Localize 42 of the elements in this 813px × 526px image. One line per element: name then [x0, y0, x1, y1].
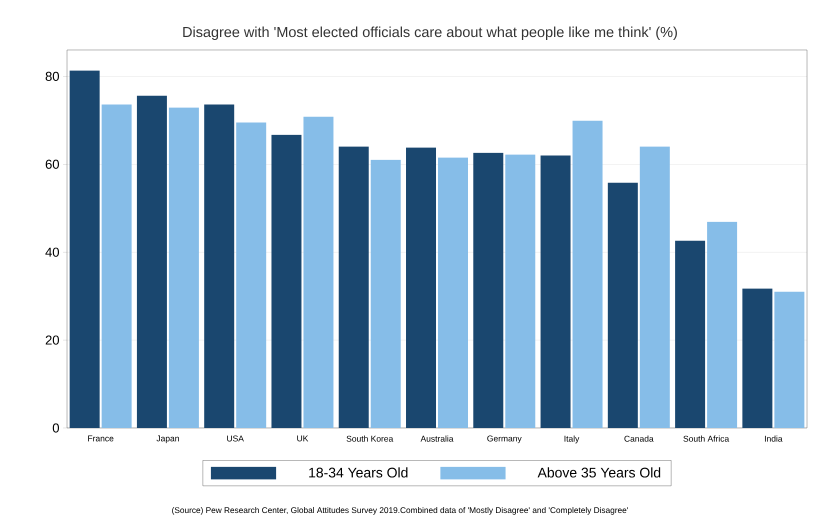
- bar: [505, 154, 536, 428]
- x-tick-label: Australia: [420, 436, 454, 442]
- bar: [406, 148, 436, 428]
- bar: [438, 158, 468, 428]
- bar: [236, 122, 266, 428]
- bar: [102, 104, 132, 428]
- x-tick-label: South Korea: [346, 436, 394, 442]
- bar: [742, 288, 772, 428]
- bar: [303, 116, 334, 428]
- bar: [370, 160, 401, 428]
- y-tick-label: 20: [46, 335, 59, 345]
- bar: [136, 96, 167, 428]
- bar: [608, 182, 638, 428]
- bar: [271, 134, 302, 428]
- legend-label: Above 35 Years Old: [538, 467, 660, 478]
- bar: [572, 120, 603, 428]
- bar: [70, 70, 100, 428]
- text: (Source) Pew Research Center, Global Attitudes Survey 2019.Combined data of 'Mostly Disagree' and 'Completely Disagree': [172, 507, 628, 515]
- x-tick-label: Germany: [487, 436, 522, 444]
- bar: [168, 108, 199, 428]
- y-tick-label: 0: [52, 423, 59, 433]
- y-tick-label: 80: [46, 72, 59, 81]
- x-tick-label: South Africa: [683, 436, 730, 442]
- bar: [473, 152, 504, 428]
- y-tick-label: 60: [46, 160, 59, 169]
- x-tick-label: Japan: [156, 436, 179, 444]
- bar: [707, 222, 738, 428]
- legend-label: 18-34 Years Old: [309, 467, 408, 478]
- bar: [640, 146, 670, 428]
- y-tick-label: 40: [45, 248, 59, 257]
- bar: [675, 240, 706, 428]
- chart-title: Disagree with 'Most elected officials care about what people like me think' (%): [183, 26, 677, 40]
- x-tick-label: USA: [227, 436, 244, 442]
- bar: [338, 146, 369, 428]
- x-tick-label: Italy: [564, 436, 580, 444]
- bar: [204, 104, 234, 428]
- bar: [774, 292, 804, 428]
- bar: [540, 155, 571, 428]
- x-tick-label: France: [88, 436, 114, 442]
- x-tick-label: India: [764, 436, 783, 442]
- x-tick-label: UK: [297, 436, 308, 442]
- x-tick-label: Canada: [624, 436, 654, 442]
